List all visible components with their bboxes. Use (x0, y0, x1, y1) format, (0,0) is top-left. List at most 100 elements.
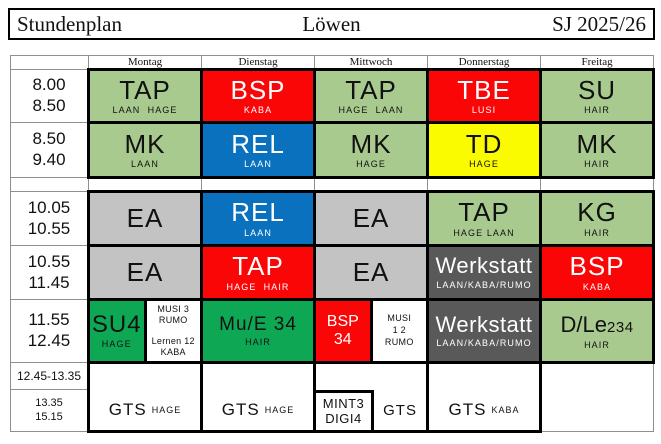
lesson-thu-5: Werkstatt LAAN/KABA/RUMO (426, 298, 543, 364)
lesson-teachers: HAIR (245, 336, 271, 347)
document-header: Stundenplan Löwen SJ 2025/26 (8, 8, 655, 40)
lesson-subject: TAP (345, 74, 397, 105)
lesson-subject: EA (126, 257, 164, 288)
lesson-subject: BSP (230, 74, 286, 105)
lesson-wed-gts: MINT3 DIGI4 GTS (313, 361, 430, 433)
day-header-mittwoch: Mittwoch (314, 55, 429, 70)
document-title: Stundenplan (17, 11, 122, 36)
lesson-wed-4: EA (313, 244, 430, 301)
time-slot-3: 10.05 10.55 (10, 191, 89, 246)
lesson-wed-5-right: MUSI 1 2 RUMO (369, 298, 430, 364)
lesson-subject: EA (352, 203, 390, 234)
lesson-row-4: 10.55 11.45 EA TAP HAGE HAIR EA Werkstat… (10, 244, 656, 301)
lesson-subject: BSP (569, 251, 625, 282)
lesson-wed-2: MK HAGE (313, 121, 430, 179)
lesson-tue-1: BSP KABA (200, 68, 317, 124)
lesson-thu-gts: GTS KABA (426, 361, 543, 433)
lesson-mon-5-right: MUSI 3 RUMO Lernen 12 KABA (143, 298, 204, 364)
lesson-teachers: HAIR (584, 105, 610, 116)
lesson-teachers: HAGE HAIR (226, 281, 290, 292)
lesson-tue-4: TAP HAGE HAIR (200, 244, 317, 301)
lesson-teachers: LAAN (244, 159, 272, 170)
time-slot-6: 12.45-13.35 (10, 362, 89, 390)
lesson-teachers: LAAN/KABA/RUMO (436, 338, 532, 349)
class-name: Löwen (302, 11, 361, 36)
lesson-fri-2: MK HAIR (539, 121, 656, 179)
lesson-subject: D/Le234 (560, 312, 634, 337)
lesson-subject: REL (231, 128, 285, 159)
lesson-subject: TAP (458, 197, 510, 228)
lesson-subject: Werkstatt (435, 311, 533, 337)
day-header-montag: Montag (87, 55, 203, 70)
lesson-subject: MK (576, 128, 618, 159)
lesson-thu-1: TBE LUSI (426, 68, 543, 124)
lesson-subject: Werkstatt (435, 253, 533, 279)
day-header-dienstag: Dienstag (201, 55, 316, 70)
lesson-mon-2: MK LAAN (86, 121, 204, 179)
lesson-teachers: LUSI (471, 105, 497, 116)
lesson-subject: MK (124, 128, 166, 159)
lesson-tue-2: REL LAAN (200, 121, 317, 179)
lesson-teachers: HAGE (264, 405, 295, 415)
lesson-wed-3: EA (313, 190, 430, 247)
lesson-mon-3: EA (86, 190, 204, 247)
lesson-teachers: HAIR (584, 340, 610, 350)
lesson-fri-5: D/Le234 HAIR (539, 298, 656, 364)
lesson-subject: TAP (232, 251, 284, 282)
lesson-row-2: 8.50 9.40 MK LAAN REL LAAN MK HAGE TD HA… (10, 121, 656, 179)
time-slot-1: 8.00 8.50 (10, 69, 89, 123)
time-slot-5: 11.55 12.45 (10, 299, 89, 363)
lesson-thu-2: TD HAGE (426, 121, 543, 179)
lesson-fri-4: BSP KABA (539, 244, 656, 301)
lesson-subject: EA (126, 203, 164, 234)
day-header-row: Montag Dienstag Mittwoch Donnerstag Frei… (10, 55, 655, 70)
lesson-teachers: HAGE LAAN (453, 227, 515, 238)
lesson-subject: GTS (221, 400, 260, 419)
lesson-mon-5-left: SU4 HAGE (87, 298, 147, 364)
lesson-thu-4: Werkstatt LAAN/KABA/RUMO (426, 244, 543, 301)
day-header-freitag: Freitag (540, 55, 655, 70)
lesson-mon-1: TAP LAAN HAGE (86, 68, 204, 124)
lesson-subject: REL (231, 197, 285, 228)
school-year: SJ 2025/26 (552, 11, 647, 36)
lesson-subject: KG (577, 197, 617, 228)
lesson-teachers: KABA (491, 405, 520, 415)
lesson-teachers: HAGE (356, 159, 386, 170)
lesson-wed-5-left: BSP 34 (313, 298, 373, 364)
lesson-teachers: HAIR (584, 227, 610, 238)
lesson-subject: GTS (448, 400, 487, 419)
lesson-teachers: LAAN (244, 227, 272, 238)
lesson-teachers: KABA (243, 105, 273, 116)
timetable-table: Montag Dienstag Mittwoch Donnerstag Frei… (10, 55, 656, 433)
lesson-teachers: LAAN (131, 159, 159, 170)
lesson-fri-empty (540, 362, 655, 432)
time-slot-2: 8.50 9.40 (10, 122, 89, 178)
lesson-tue-5: Mu/E 34 HAIR (200, 298, 317, 364)
lesson-teachers: HAGE LAAN (338, 105, 404, 116)
lesson-subject: GTS (108, 400, 147, 419)
lesson-subject: EA (352, 257, 390, 288)
lesson-fri-3: KG HAIR (539, 190, 656, 247)
lesson-wed-1: TAP HAGE LAAN (313, 68, 430, 124)
lesson-subject: TBE (457, 74, 511, 105)
break-row (10, 177, 655, 192)
lesson-teachers: HAGE (101, 339, 132, 350)
lesson-subject: MK (350, 128, 392, 159)
lesson-teachers: HAIR (584, 159, 610, 170)
lesson-row-6: 12.45-13.35 GTS HAGE GTS HAGE MINT3 DIGI… (10, 361, 655, 433)
lesson-row-3: 10.05 10.55 EA REL LAAN EA TAP HAGE LAAN… (10, 190, 656, 247)
lesson-tue-gts: GTS HAGE (200, 361, 317, 433)
time-slot-4: 10.55 11.45 (10, 245, 89, 300)
lesson-row-1: 8.00 8.50 TAP LAAN HAGE BSP KABA TAP HAG… (10, 68, 656, 124)
lesson-subject: SU4 (91, 310, 142, 338)
lesson-thu-3: TAP HAGE LAAN (426, 190, 543, 247)
time-slot-7: 13.35 15.15 (10, 389, 89, 432)
lesson-wed-mint-digi: MINT3 DIGI4 (317, 390, 375, 429)
lesson-mon-gts: GTS HAGE (86, 361, 204, 433)
lesson-subject: TAP (119, 74, 171, 105)
lesson-row-5: 11.55 12.45 SU4 HAGE MUSI 3 RUMO Lernen … (10, 298, 656, 364)
lesson-tue-3: REL LAAN (200, 190, 317, 247)
lesson-subject: Mu/E 34 (219, 314, 297, 336)
day-header-donnerstag: Donnerstag (427, 55, 542, 70)
corner-cell (10, 55, 89, 70)
